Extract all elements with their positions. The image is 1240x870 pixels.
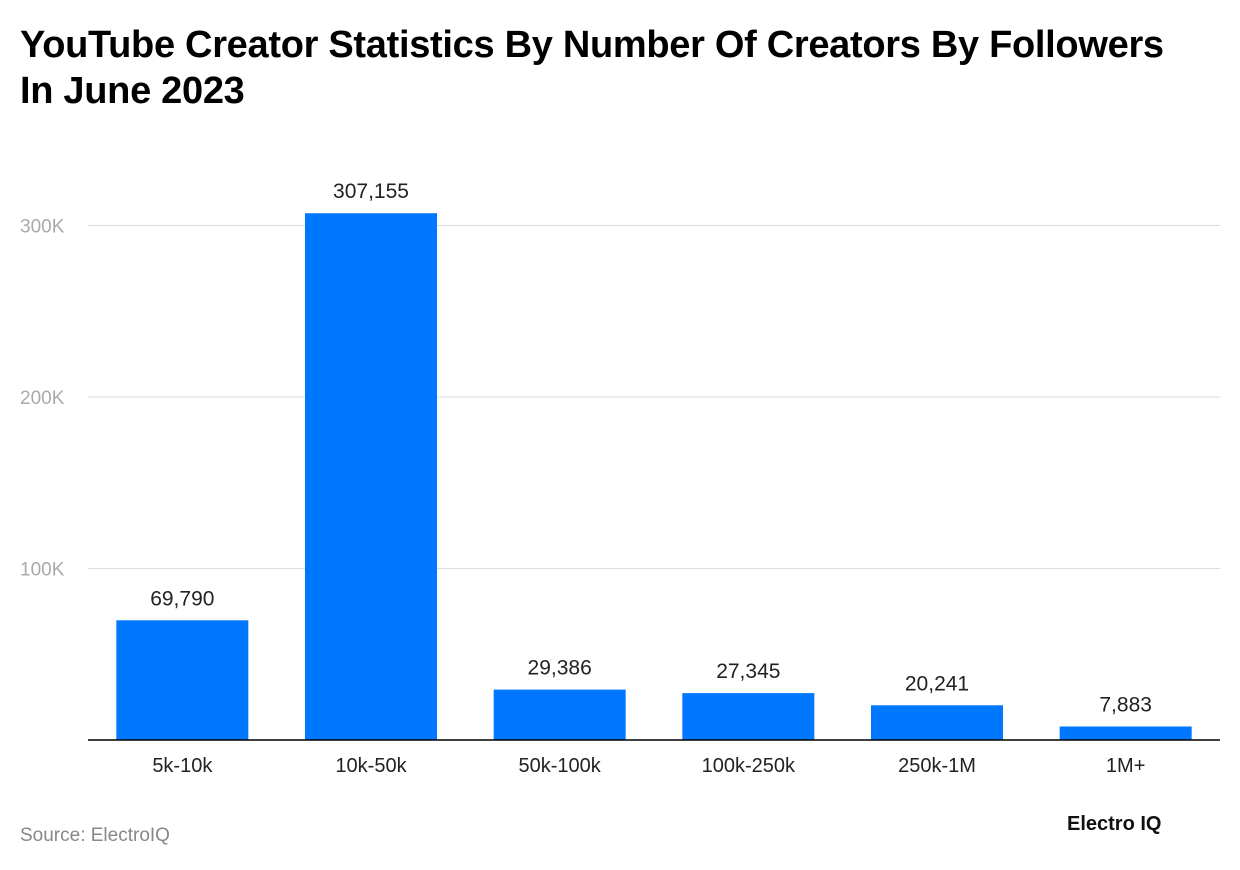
- y-tick-label: 200K: [20, 388, 65, 409]
- x-tick-label: 5k-10k: [152, 755, 213, 777]
- data-label: 307,155: [333, 180, 409, 203]
- x-tick-label: 10k-50k: [335, 755, 407, 777]
- bar: [1059, 726, 1192, 740]
- bar: [871, 705, 1003, 740]
- electroiq-logo: Electro IQ: [1067, 813, 1162, 835]
- x-tick-label: 100k-250k: [702, 755, 796, 777]
- y-tick-label: 100K: [20, 560, 65, 581]
- chart-title: YouTube Creator Statistics By Number Of …: [20, 24, 1164, 112]
- bar: [682, 693, 815, 740]
- y-tick-label: 300K: [20, 217, 65, 238]
- data-label: 69,790: [150, 587, 214, 610]
- x-tick-label: 250k-1M: [898, 755, 976, 777]
- data-label: 20,241: [905, 672, 969, 695]
- data-label: 29,386: [528, 657, 592, 680]
- bar: [305, 213, 437, 740]
- bar: [116, 620, 249, 740]
- data-label: 27,345: [716, 660, 780, 683]
- bar: [493, 689, 626, 740]
- source-note: Source: ElectroIQ: [20, 825, 170, 846]
- data-label: 7,883: [1099, 693, 1152, 716]
- x-tick-label: 1M+: [1106, 755, 1145, 777]
- x-tick-label: 50k-100k: [519, 755, 602, 777]
